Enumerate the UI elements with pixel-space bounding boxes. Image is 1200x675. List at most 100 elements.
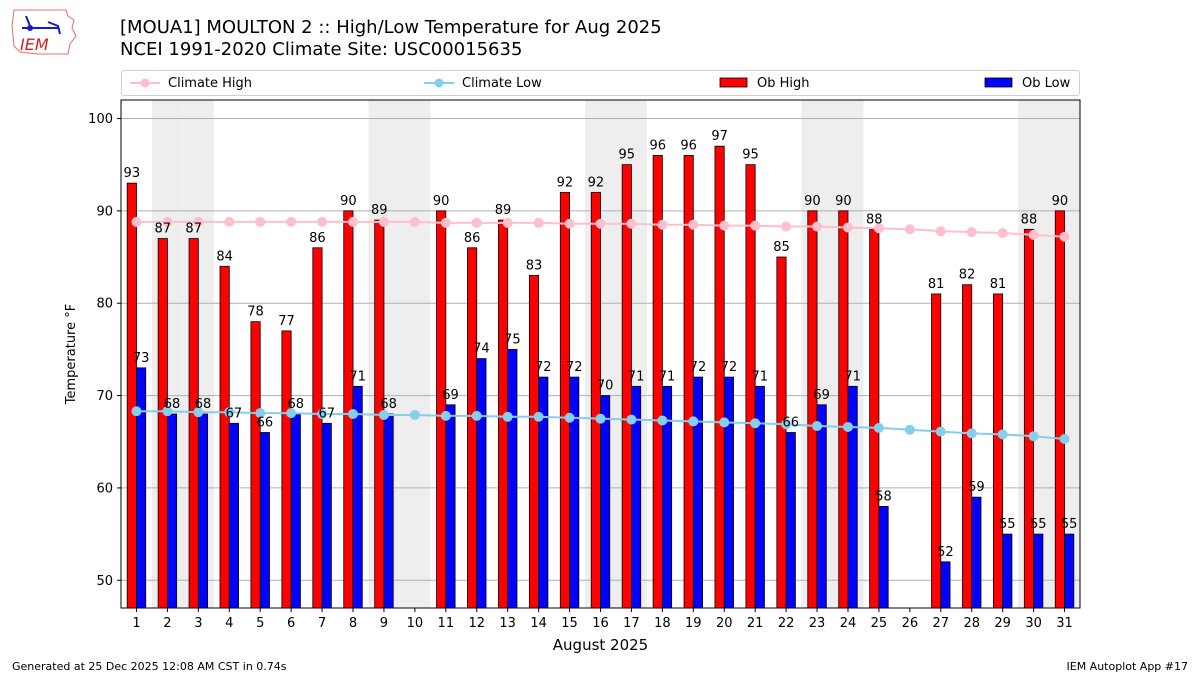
x-tick-label: 24 bbox=[840, 616, 857, 631]
climate-low-point bbox=[317, 409, 328, 420]
x-tick-label: 3 bbox=[194, 616, 202, 631]
climate-low-point bbox=[595, 413, 606, 424]
ob-high-label: 78 bbox=[247, 305, 264, 320]
climate-high-point bbox=[595, 218, 606, 229]
ob-low-label: 58 bbox=[875, 489, 892, 504]
climate-high-point bbox=[193, 216, 204, 227]
climate-low-swatch-icon bbox=[424, 78, 454, 88]
ob-high-label: 87 bbox=[185, 222, 202, 237]
ob-low-label: 52 bbox=[937, 545, 954, 560]
x-tick-label: 25 bbox=[871, 616, 888, 631]
climate-low-point bbox=[873, 422, 884, 433]
x-tick-label: 19 bbox=[685, 616, 702, 631]
ob-low-bar bbox=[692, 376, 703, 609]
ob-high-label: 97 bbox=[711, 129, 728, 144]
ob-high-bar bbox=[250, 321, 261, 609]
legend-item-climate-high: Climate High bbox=[130, 74, 252, 92]
ob-low-bar bbox=[940, 561, 951, 609]
ob-low-bar bbox=[197, 413, 209, 609]
vane-hub-icon bbox=[27, 25, 33, 31]
ob-low-bar bbox=[445, 404, 456, 609]
ob-high-label: 77 bbox=[278, 314, 295, 329]
ob-low-bar bbox=[816, 404, 827, 609]
climate-low-point bbox=[750, 418, 761, 429]
climate-low-point bbox=[255, 408, 266, 419]
x-tick-label: 11 bbox=[438, 616, 455, 631]
ob-low-label: 67 bbox=[226, 406, 243, 421]
x-tick-label: 13 bbox=[499, 616, 516, 631]
bars bbox=[126, 145, 1075, 609]
x-tick-label: 21 bbox=[747, 616, 764, 631]
ob-low-bar bbox=[847, 385, 858, 609]
ob-low-bar bbox=[971, 496, 982, 609]
ob-low-label: 69 bbox=[813, 388, 830, 403]
ob-low-label: 68 bbox=[288, 397, 305, 412]
x-tick-label: 5 bbox=[256, 616, 264, 631]
ob-low-label: 71 bbox=[628, 369, 645, 384]
climate-high-point bbox=[812, 221, 823, 232]
climate-low-point bbox=[131, 406, 142, 417]
climate-low-point bbox=[564, 412, 575, 423]
ob-high-label: 90 bbox=[804, 194, 821, 209]
ob-low-bar bbox=[569, 376, 580, 609]
ob-high-label: 86 bbox=[309, 231, 326, 246]
climate-high-point bbox=[1028, 229, 1039, 240]
climate-high-point bbox=[255, 216, 266, 227]
legend-item-ob-high: Ob High bbox=[719, 74, 810, 92]
climate-high-point bbox=[471, 217, 482, 228]
climate-low-point bbox=[409, 409, 420, 420]
ob-high-bar bbox=[590, 191, 601, 609]
ob-low-label: 66 bbox=[782, 416, 799, 431]
ob-high-bar bbox=[188, 238, 199, 609]
ob-low-bar bbox=[383, 413, 394, 609]
ob-high-bar bbox=[157, 238, 168, 609]
ob-low-label: 72 bbox=[690, 360, 707, 375]
y-axis-label: Temperature °F bbox=[64, 304, 79, 405]
ob-low-bar bbox=[723, 376, 734, 609]
x-tick-label: 8 bbox=[349, 616, 357, 631]
legend-label: Ob Low bbox=[1022, 75, 1071, 91]
legend-label: Ob High bbox=[757, 75, 810, 91]
ob-high-label: 87 bbox=[154, 222, 171, 237]
y-tick-label: 100 bbox=[88, 112, 113, 127]
legend-label: Climate Low bbox=[462, 75, 542, 91]
ob-low-bar bbox=[259, 432, 270, 609]
x-tick-label: 30 bbox=[1025, 616, 1042, 631]
climate-high-point bbox=[1059, 231, 1070, 242]
x-tick-label: 18 bbox=[654, 616, 671, 631]
climate-low-point bbox=[626, 414, 637, 425]
climate-high-point bbox=[750, 220, 761, 231]
climate-high-point bbox=[719, 220, 730, 231]
ob-high-bar bbox=[714, 145, 725, 609]
ob-low-label: 69 bbox=[442, 388, 459, 403]
ob-low-bar bbox=[1064, 533, 1075, 609]
ob-low-label: 72 bbox=[535, 360, 552, 375]
ob-low-swatch-icon bbox=[984, 77, 1013, 88]
app-credit: IEM Autoplot App #17 bbox=[1066, 660, 1189, 673]
climate-high-point bbox=[502, 217, 513, 228]
ob-low-label: 71 bbox=[844, 369, 861, 384]
x-tick-label: 10 bbox=[407, 616, 424, 631]
climate-high-point bbox=[997, 228, 1008, 239]
x-tick-label: 29 bbox=[994, 616, 1011, 631]
climate-high-point bbox=[842, 222, 853, 233]
ob-low-label: 73 bbox=[133, 351, 150, 366]
x-tick-label: 14 bbox=[530, 616, 547, 631]
ob-high-label: 89 bbox=[371, 203, 388, 218]
chart-title: [MOUA1] MOULTON 2 :: High/Low Temperatur… bbox=[120, 17, 662, 38]
ob-low-bar bbox=[352, 385, 363, 609]
ob-high-label: 86 bbox=[464, 231, 481, 246]
ob-high-label: 88 bbox=[866, 212, 883, 227]
logo-text: IEM bbox=[20, 35, 49, 54]
x-tick-label: 2 bbox=[163, 616, 171, 631]
ob-low-label: 75 bbox=[504, 332, 521, 347]
climate-high-point bbox=[440, 217, 451, 228]
climate-high-point bbox=[286, 216, 297, 227]
ob-high-bar bbox=[745, 164, 756, 609]
ob-low-bar bbox=[878, 505, 889, 609]
climate-low-point bbox=[440, 410, 451, 421]
ob-low-label: 70 bbox=[597, 379, 614, 394]
ob-high-bar bbox=[467, 247, 478, 609]
